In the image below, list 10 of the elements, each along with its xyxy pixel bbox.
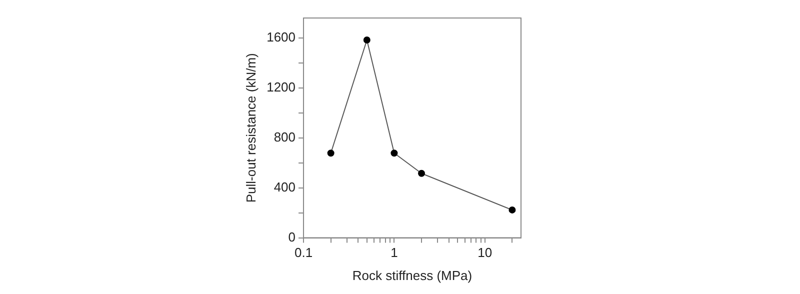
y-tick-label: 1600 [266, 30, 296, 45]
y-tick-label: 800 [274, 129, 296, 144]
x-tick-label: 1 [390, 245, 398, 260]
y-tick-label: 1200 [266, 80, 296, 95]
y-tick-label: 0 [288, 229, 296, 244]
x-tick-label: 10 [478, 245, 492, 260]
y-axis-title: Pull-out resistance (kN/m) [243, 53, 258, 203]
x-axis-title: Rock stiffness (MPa) [352, 268, 472, 283]
x-tick-label: 0.1 [294, 245, 313, 260]
y-tick-label: 400 [274, 179, 296, 194]
